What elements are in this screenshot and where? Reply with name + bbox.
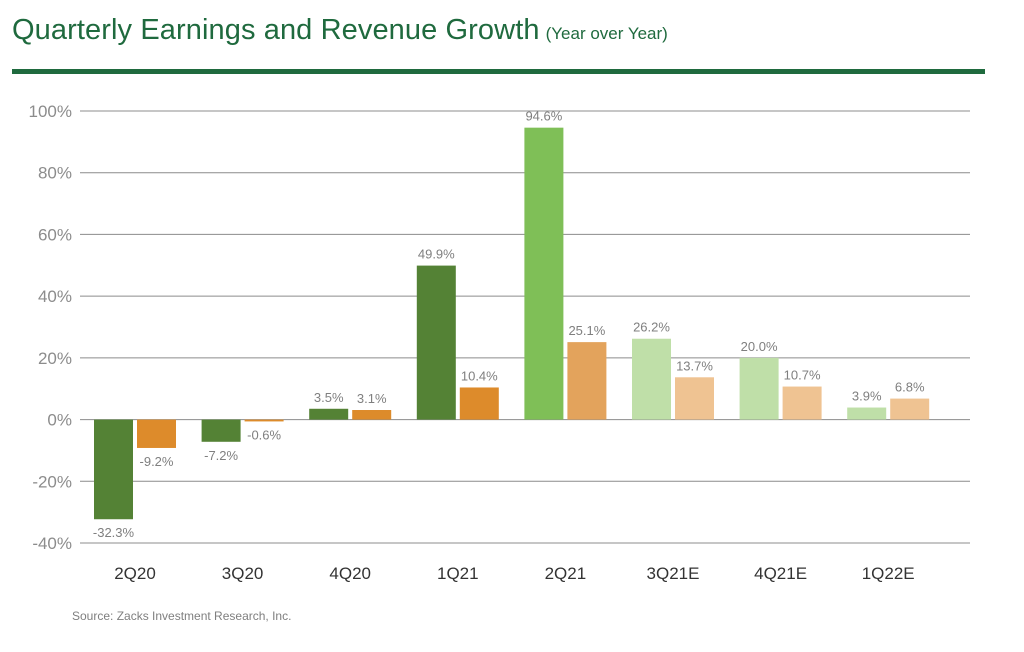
data-label: 6.8%	[895, 380, 925, 395]
data-label: 25.1%	[568, 323, 605, 338]
revenue-bar	[352, 410, 392, 420]
data-label: 3.5%	[314, 390, 344, 405]
revenue-bar	[459, 387, 499, 420]
data-label: 3.9%	[852, 389, 882, 404]
x-tick-label: 3Q21E	[647, 564, 700, 583]
x-tick-label: 1Q21	[437, 564, 479, 583]
x-tick-label: 2Q20	[114, 564, 156, 583]
data-label: 10.7%	[784, 368, 821, 383]
y-tick-label: 60%	[38, 225, 72, 244]
revenue-bar	[244, 419, 284, 422]
revenue-bar	[890, 398, 930, 420]
earnings-bar	[739, 357, 779, 420]
y-tick-label: 40%	[38, 287, 72, 306]
revenue-bar	[675, 377, 714, 420]
revenue-bar	[782, 386, 822, 420]
earnings-bar	[524, 127, 564, 420]
data-label: 10.4%	[461, 368, 498, 383]
data-label: -7.2%	[204, 448, 238, 463]
x-tick-label: 4Q21E	[754, 564, 807, 583]
source-note: Source: Zacks Investment Research, Inc.	[72, 609, 292, 623]
y-tick-label: -40%	[32, 534, 72, 553]
y-tick-label: 80%	[38, 164, 72, 183]
y-tick-label: 0%	[47, 411, 72, 430]
x-tick-label: 3Q20	[222, 564, 264, 583]
earnings-bar	[94, 419, 133, 520]
x-tick-label: 1Q22E	[862, 564, 915, 583]
data-label: 20.0%	[741, 339, 778, 354]
earnings-bar	[847, 407, 887, 420]
data-label: -0.6%	[247, 427, 281, 442]
earnings-bar	[416, 265, 456, 420]
chart-subtitle: (Year over Year)	[545, 24, 668, 43]
earnings-bar	[201, 419, 241, 442]
data-label: -32.3%	[93, 525, 135, 540]
y-tick-label: 20%	[38, 349, 72, 368]
y-tick-label: 100%	[29, 102, 72, 121]
revenue-bar	[567, 342, 607, 420]
header-rule	[12, 69, 985, 74]
data-label: -9.2%	[140, 454, 174, 469]
data-label: 3.1%	[357, 391, 387, 406]
x-tick-label: 4Q20	[329, 564, 371, 583]
chart-title: Quarterly Earnings and Revenue Growth	[12, 14, 540, 46]
revenue-bar	[137, 419, 176, 448]
data-label: 49.9%	[418, 247, 455, 262]
data-label: 26.2%	[633, 320, 670, 335]
earnings-bar	[632, 338, 671, 420]
earnings-bar	[309, 408, 349, 420]
data-label: 94.6%	[525, 109, 562, 124]
chart-header: Quarterly Earnings and Revenue Growth (Ye…	[12, 14, 668, 47]
y-tick-label: -20%	[32, 472, 72, 491]
x-tick-label: 2Q21	[545, 564, 587, 583]
data-label: 13.7%	[676, 358, 713, 373]
